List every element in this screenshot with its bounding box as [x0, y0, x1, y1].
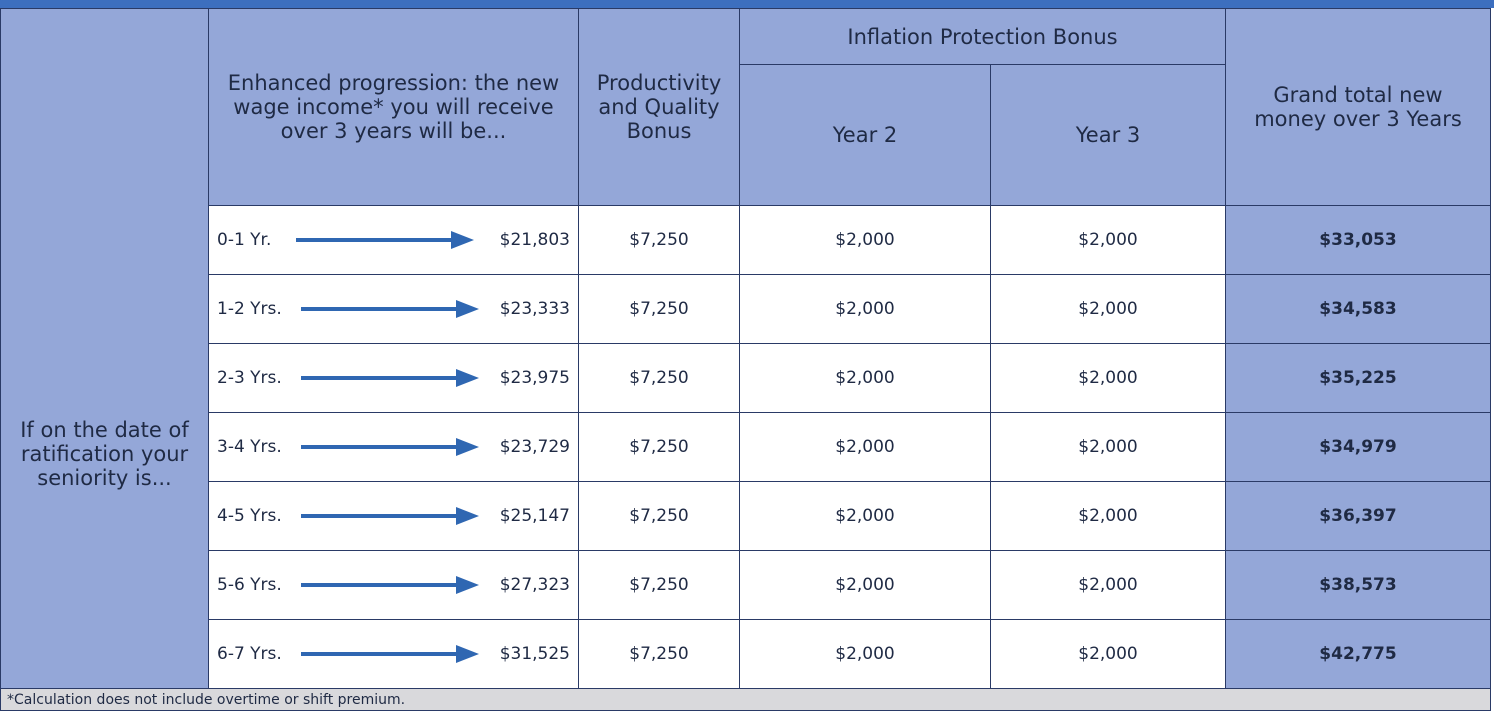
arrow [300, 438, 479, 456]
wage: $27,323 [499, 575, 570, 595]
total-cell: $35,225 [1225, 343, 1491, 413]
wage: $23,333 [499, 299, 570, 319]
value-cell: $7,250 [578, 205, 740, 275]
seniority: 4-5 Yrs. [217, 506, 282, 526]
value-cell: $2,000 [739, 274, 991, 344]
inflation-header: Inflation Protection Bonus [739, 8, 1226, 65]
value-cell: $2,000 [990, 550, 1226, 620]
value-cell: $7,250 [578, 550, 740, 620]
value-cell: $7,250 [578, 619, 740, 689]
wage-cell: 0-1 Yr. $21,803 [208, 205, 579, 275]
year3-header: Year 3 [990, 64, 1226, 206]
value-cell: $2,000 [739, 343, 991, 413]
seniority: 5-6 Yrs. [217, 575, 282, 595]
value-cell: $2,000 [739, 619, 991, 689]
total-cell: $38,573 [1225, 550, 1491, 620]
value-cell: $2,000 [990, 343, 1226, 413]
value-cell: $2,000 [990, 619, 1226, 689]
wage-cell: 2-3 Yrs. $23,975 [208, 343, 579, 413]
value-cell: $2,000 [990, 205, 1226, 275]
wage: $21,803 [499, 230, 570, 250]
value-cell: $2,000 [990, 481, 1226, 551]
total-header: Grand total new money over 3 Years [1225, 8, 1491, 206]
total-cell: $42,775 [1225, 619, 1491, 689]
seniority-header: If on the date of ratification your seni… [0, 8, 209, 689]
arrow [300, 507, 479, 525]
total-cell: $33,053 [1225, 205, 1491, 275]
seniority: 6-7 Yrs. [217, 644, 282, 664]
wage: $25,147 [499, 506, 570, 526]
footnote: *Calculation does not include overtime o… [0, 688, 1491, 711]
total-cell: $34,979 [1225, 412, 1491, 482]
value-cell: $2,000 [990, 274, 1226, 344]
value-cell: $2,000 [739, 205, 991, 275]
productivity-header: Productivity and Quality Bonus [578, 8, 740, 206]
wage: $23,975 [499, 368, 570, 388]
total-cell: $36,397 [1225, 481, 1491, 551]
value-cell: $2,000 [739, 412, 991, 482]
arrow [300, 645, 479, 663]
wage-cell: 4-5 Yrs. $25,147 [208, 481, 579, 551]
seniority: 0-1 Yr. [217, 230, 272, 250]
arrow [295, 231, 474, 249]
value-cell: $2,000 [990, 412, 1226, 482]
wage-cell: 5-6 Yrs. $27,323 [208, 550, 579, 620]
wage-cell: 3-4 Yrs. $23,729 [208, 412, 579, 482]
top-band [0, 0, 1494, 8]
seniority: 2-3 Yrs. [217, 368, 282, 388]
value-cell: $7,250 [578, 481, 740, 551]
year2-header: Year 2 [739, 64, 991, 206]
value-cell: $2,000 [739, 550, 991, 620]
wage: $23,729 [499, 437, 570, 457]
arrow [300, 576, 479, 594]
total-cell: $34,583 [1225, 274, 1491, 344]
value-cell: $7,250 [578, 274, 740, 344]
wage-cell: 1-2 Yrs. $23,333 [208, 274, 579, 344]
value-cell: $7,250 [578, 412, 740, 482]
value-cell: $2,000 [739, 481, 991, 551]
seniority: 1-2 Yrs. [217, 299, 282, 319]
arrow [300, 300, 479, 318]
seniority: 3-4 Yrs. [217, 437, 282, 457]
arrow [300, 369, 479, 387]
wage-cell: 6-7 Yrs. $31,525 [208, 619, 579, 689]
wage: $31,525 [499, 644, 570, 664]
wage-header: Enhanced progression: the new wage incom… [208, 8, 579, 206]
value-cell: $7,250 [578, 343, 740, 413]
